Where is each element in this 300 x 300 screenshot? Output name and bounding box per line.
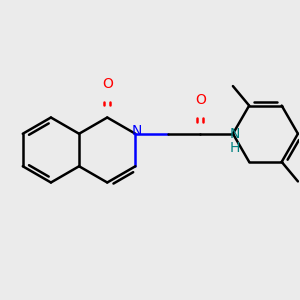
Text: O: O <box>102 77 113 91</box>
Text: N: N <box>132 124 142 138</box>
Text: O: O <box>195 93 206 107</box>
Text: N
H: N H <box>229 128 240 155</box>
